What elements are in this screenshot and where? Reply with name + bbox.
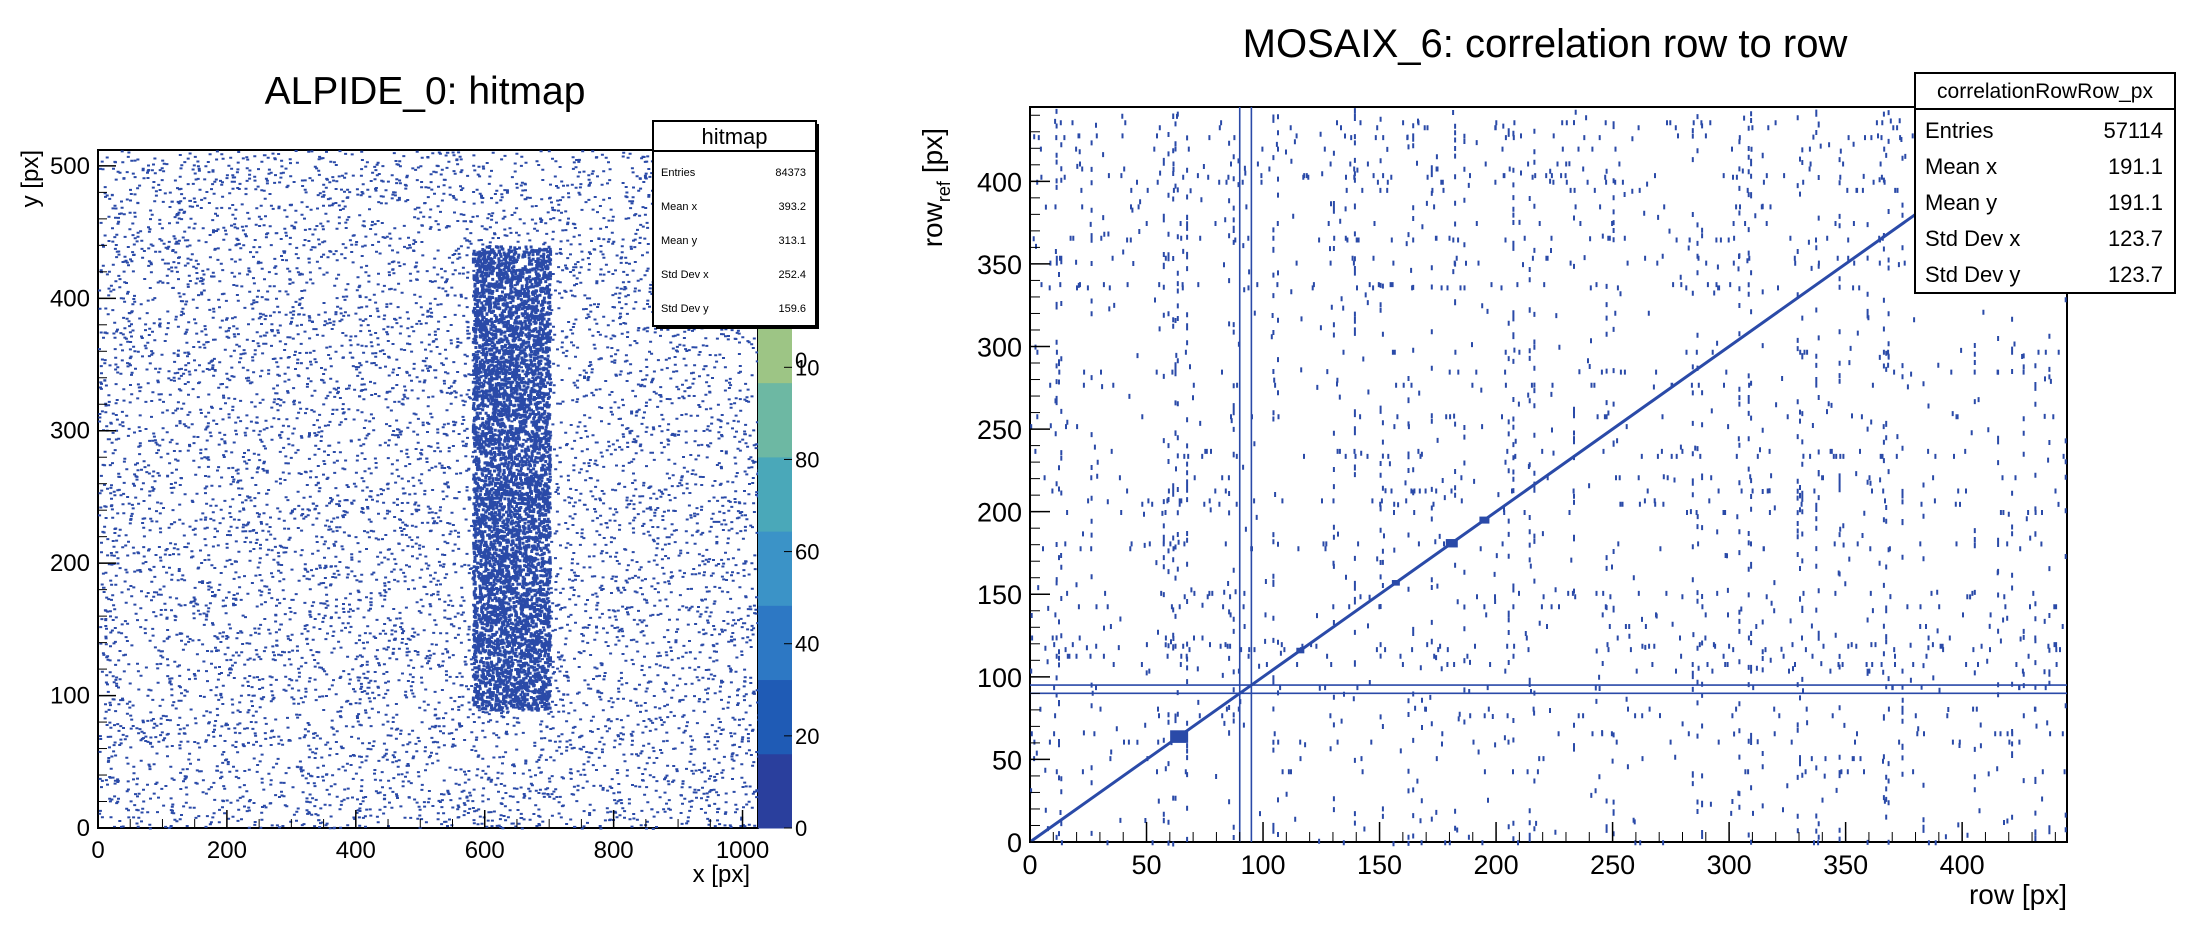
correlation-diagonal-blob [1445, 539, 1458, 548]
colorbar-segment [758, 753, 792, 829]
correlation-stats-label: Mean y [1925, 190, 1997, 215]
correlation-diagonal-blob [1296, 647, 1305, 654]
correlation-xtick-label: 150 [1357, 850, 1402, 880]
correlation-xtick-label: 50 [1131, 850, 1161, 880]
correlation-stats-name: correlationRowRow_px [1937, 80, 2153, 103]
hitmap-ytick-label: 500 [50, 153, 90, 180]
correlation-diagonal [1029, 105, 2068, 844]
hitmap-panel: ALPIDE_0: hitmap 0 200 400 600 800 1000010020… [17, 70, 819, 888]
hitmap-xlabel: x [px] [693, 861, 750, 888]
correlation-ytick-label: 250 [977, 415, 1022, 445]
hitmap-stats-label: Std Dev x [661, 269, 709, 281]
hitmap-hit-pixels [98, 150, 761, 830]
correlation-title: MOSAIX_6: correlation row to row [1243, 22, 1848, 66]
colorbar-segment [758, 382, 792, 458]
hitmap-axes: 0 200 400 600 800 1000 0 100 200 300 400 500 [50, 153, 769, 864]
correlation-hits [1029, 105, 2068, 847]
correlation-xtick-label: 100 [1241, 850, 1286, 880]
hitmap-ytick-label: 400 [50, 285, 90, 312]
correlation-ytick-label: 150 [977, 580, 1022, 610]
hitmap-xtick-label: 0 [91, 837, 104, 864]
correlation-stats-label: Mean x [1925, 154, 1997, 179]
correlation-diagonal-blob [1391, 580, 1400, 586]
hitmap-ytick-label: 300 [50, 418, 90, 445]
correlation-xtick-label: 0 [1022, 850, 1037, 880]
correlation-stats-label: Std Dev y [1925, 262, 2020, 287]
correlation-xtick-label: 400 [1940, 850, 1985, 880]
correlation-panel: MOSAIX_6: correlation row to row 0 50 100 1… [917, 22, 2176, 910]
hitmap-stats-value: 252.4 [778, 269, 806, 281]
hitmap-ytick-label: 100 [50, 683, 90, 710]
correlation-stats-box: correlationRowRow_px Entries 57114 Mean x 19… [1914, 72, 2176, 294]
correlation-stats-value: 123.7 [2108, 226, 2163, 251]
hitmap-xtick-label: 200 [207, 837, 247, 864]
hitmap-ytick-label: 200 [50, 550, 90, 577]
colorbar-clipped-label: 0 [795, 348, 807, 373]
hitmap-stats-value: 159.6 [778, 303, 806, 315]
colorbar-tick-label: 40 [795, 632, 819, 657]
correlation-xtick-label: 300 [1707, 850, 1752, 880]
hitmap-xtick-label: 1000 [716, 837, 769, 864]
hitmap-stats-value: 313.1 [778, 235, 806, 247]
correlation-diagonal-blob [1170, 730, 1189, 743]
hitmap-ylabel: y [px] [17, 150, 44, 207]
correlation-ytick-label: 400 [977, 167, 1022, 197]
hitmap-xtick-label: 400 [336, 837, 376, 864]
colorbar-segment [758, 456, 792, 532]
colorbar-tick-label: 60 [795, 540, 819, 565]
correlation-stats-label: Entries [1925, 118, 1993, 143]
hitmap-stats-box: hitmap Entries 84373 Mean x 393.2 Mean y 313.1… [652, 120, 819, 329]
correlation-ytick-label: 300 [977, 332, 1022, 362]
colorbar-segment [758, 679, 792, 755]
hitmap-stats-frame [652, 120, 817, 327]
correlation-xtick-label: 200 [1474, 850, 1519, 880]
hitmap-ytick-label: 0 [77, 815, 90, 842]
correlation-stats-value: 191.1 [2108, 154, 2163, 179]
hitmap-stats-value: 84373 [775, 167, 806, 179]
correlation-ylabel-main: row [917, 201, 948, 247]
colorbar-segment [758, 531, 792, 606]
correlation-diagonal-blob [1479, 516, 1490, 524]
colorbar-tick-label: 0 [795, 816, 807, 841]
correlation-stats-value: 123.7 [2108, 262, 2163, 287]
correlation-ytick-label: 350 [977, 250, 1022, 280]
correlation-stats-label: Std Dev x [1925, 226, 2020, 251]
hitmap-xtick-label: 600 [465, 837, 505, 864]
colorbar-tick-label: 10 [795, 355, 819, 380]
correlation-ylabel: rowref [px] [917, 128, 954, 247]
hitmap-stats-label: Std Dev y [661, 303, 709, 315]
correlation-stats-value: 191.1 [2108, 190, 2163, 215]
correlation-ytick-label: 0 [1007, 828, 1022, 858]
hitmap-stats-label: Mean x [661, 201, 698, 213]
hitmap-stats-label: Entries [661, 167, 696, 179]
colorbar-tick-label: 80 [795, 447, 819, 472]
correlation-ylabel-sub: ref [934, 180, 954, 202]
correlation-stats-frame [1914, 72, 2176, 294]
correlation-axes: 0 50 100 150 200 250 300 350 400 0 50 100 150 200 250 3… [977, 114, 2056, 880]
hitmap-title: ALPIDE_0: hitmap [265, 70, 586, 113]
correlation-ytick-label: 200 [977, 498, 1022, 528]
correlation-stats-value: 57114 [2103, 118, 2163, 143]
correlation-xlabel: row [px] [1969, 879, 2067, 910]
hitmap-xtick-label: 800 [594, 837, 634, 864]
correlation-ytick-label: 50 [992, 745, 1022, 775]
hitmap-stats-value: 393.2 [778, 201, 806, 213]
hitmap-stats-name: hitmap [701, 124, 767, 149]
colorbar-tick-label: 20 [795, 724, 819, 749]
colorbar-segment [758, 605, 792, 681]
correlation-xtick-label: 250 [1590, 850, 1635, 880]
hitmap-stats-label: Mean y [661, 235, 698, 247]
hitmap-hits [98, 150, 761, 830]
correlation-xtick-label: 350 [1823, 850, 1868, 880]
correlation-ytick-label: 100 [977, 663, 1022, 693]
correlation-ylabel-unit: [px] [917, 128, 948, 173]
svg-text:rowref[px]: rowref [px] [917, 128, 954, 247]
